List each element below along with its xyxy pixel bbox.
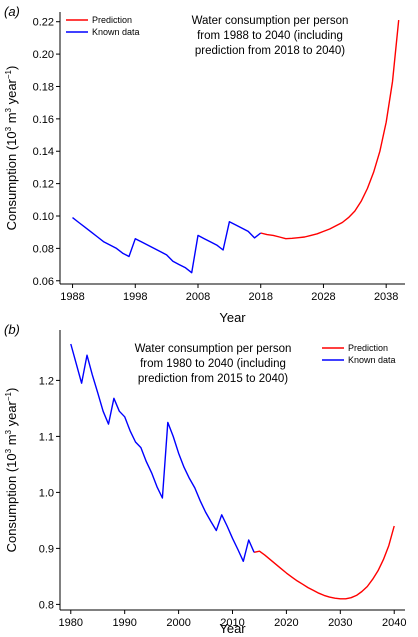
y-tick-label: 1.2 — [39, 375, 54, 387]
series-line-known-data — [72, 217, 262, 274]
y-axis-title: Consumption (103 m3 year−1) — [4, 66, 19, 231]
y-tick-label: 0.18 — [33, 81, 54, 93]
y-tick-label: 0.10 — [33, 211, 54, 223]
series-line-prediction — [260, 20, 400, 240]
y-axis-title-part: year — [4, 78, 19, 108]
chart-annotation-line: prediction from 2015 to 2040) — [138, 373, 288, 385]
y-tick-label: 0.20 — [33, 49, 54, 61]
y-axis-title-superscript: 3 — [4, 448, 13, 453]
chart-panel-2: (b) 0.8 0.9 1.0 1.1 1.2 1980 1990 2000 2010 2020 20… — [4, 322, 406, 636]
y-axis-title-part: m — [4, 112, 19, 126]
x-tick-label: 2020 — [274, 617, 298, 629]
y-axis-title-superscript: 3 — [4, 107, 13, 112]
y-axis-title-superscript: −1 — [4, 69, 13, 79]
y-tick-label: 0.08 — [33, 243, 54, 255]
legend-label: Known data — [92, 27, 140, 37]
chart-annotation-line: Water consumption per person — [135, 343, 292, 355]
x-tick-label: 2028 — [311, 291, 335, 303]
y-tick-label: 0.22 — [33, 17, 54, 29]
y-axis-title-part: ) — [4, 388, 19, 392]
x-tick-label: 2038 — [374, 291, 398, 303]
x-tick-label: 1980 — [59, 617, 83, 629]
legend: Prediction Known data — [322, 343, 396, 365]
y-tick-label: 0.06 — [33, 276, 54, 288]
legend-label: Prediction — [92, 15, 132, 25]
x-axis-title: Year — [219, 621, 246, 636]
x-tick-label: 2000 — [166, 617, 190, 629]
y-axis-title-part: Consumption (10 — [4, 453, 19, 552]
y-tick-label: 1.1 — [39, 431, 54, 443]
x-tick-label: 2008 — [186, 291, 210, 303]
y-axis-title: Consumption (103 m3 year−1) — [4, 388, 19, 553]
x-tick-label: 1988 — [60, 291, 84, 303]
panel-label: (b) — [4, 322, 20, 337]
legend-label: Known data — [348, 355, 396, 365]
y-axis-title-part: Consumption (10 — [4, 131, 19, 230]
y-axis-title-superscript: −1 — [4, 391, 13, 401]
legend-label: Prediction — [348, 343, 388, 353]
y-axis-title-part: ) — [4, 66, 19, 70]
y-axis-title-part: m — [4, 434, 19, 448]
y-axis-title-superscript: 3 — [4, 126, 13, 131]
x-tick-label: 2030 — [328, 617, 352, 629]
series-line-known-data — [70, 343, 255, 562]
y-tick-label: 0.12 — [33, 179, 54, 191]
chart-annotation-line: from 1980 to 2040 (including — [140, 358, 286, 370]
x-tick-label: 1990 — [112, 617, 136, 629]
y-tick-label: 1.0 — [39, 487, 54, 499]
panel-label: (a) — [4, 4, 20, 19]
chart-panel-1: (a) 0.06 0.08 0.10 0.12 0.14 0.16 0.18 0.20 0.22 1… — [4, 4, 405, 325]
series-line-prediction — [253, 525, 395, 600]
y-tick-label: 0.9 — [39, 543, 54, 555]
x-tick-label: 2018 — [248, 291, 272, 303]
x-axis-title: Year — [219, 310, 246, 325]
y-axis-title-superscript: 3 — [4, 429, 13, 434]
chart-annotation-line: Water consumption per person — [192, 15, 349, 27]
y-axis-title-part: year — [4, 400, 19, 430]
x-tick-label: 1998 — [123, 291, 147, 303]
chart-annotation-line: from 1988 to 2040 (including — [197, 30, 343, 42]
y-tick-label: 0.14 — [33, 146, 54, 158]
y-tick-label: 0.16 — [33, 114, 54, 126]
legend: Prediction Known data — [66, 15, 140, 37]
y-tick-label: 0.8 — [39, 599, 54, 611]
x-tick-label: 2010 — [220, 617, 244, 629]
chart-annotation-line: prediction from 2018 to 2040) — [195, 45, 345, 57]
x-tick-label: 2040 — [382, 617, 406, 629]
